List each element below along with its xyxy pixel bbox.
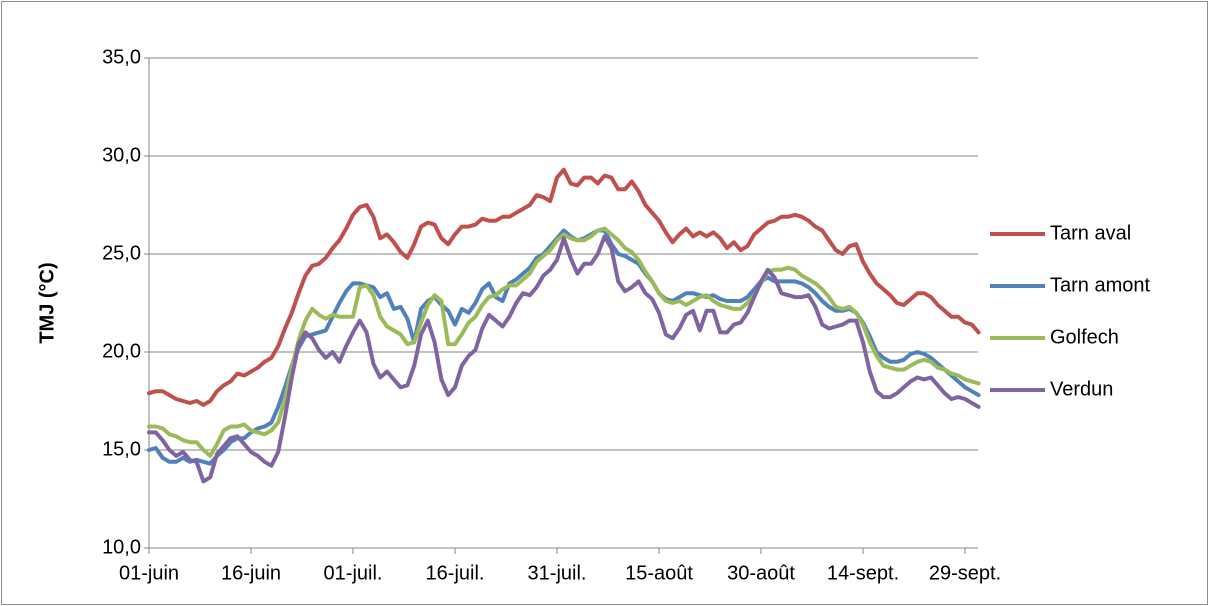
- legend-label: Golfech: [1050, 326, 1119, 348]
- y-tick-label: 10,0: [102, 536, 141, 558]
- x-tick-label: 01-juil.: [324, 562, 383, 584]
- y-tick-label: 35,0: [102, 46, 141, 68]
- legend-label: Tarn aval: [1050, 222, 1131, 244]
- x-tick-label: 30-août: [727, 562, 795, 584]
- legend-label: Tarn amont: [1050, 274, 1150, 296]
- y-tick-label: 25,0: [102, 242, 141, 264]
- series-line: [147, 234, 981, 484]
- y-tick-label: 15,0: [102, 438, 141, 460]
- x-tick-label: 16-juil.: [426, 562, 485, 584]
- x-tick-label: 29-sept.: [929, 562, 1001, 584]
- y-tick-label: 30,0: [102, 144, 141, 166]
- legend-label: Verdun: [1050, 378, 1113, 400]
- y-tick-label: 20,0: [102, 340, 141, 362]
- x-tick-label: 31-juil.: [528, 562, 587, 584]
- y-axis-title: TMJ (°C): [36, 262, 58, 343]
- x-tick-label: 01-juin: [119, 562, 179, 584]
- series-line: [147, 167, 981, 407]
- x-tick-label: 14-sept.: [827, 562, 899, 584]
- series-line: [147, 226, 981, 458]
- x-tick-label: 16-juin: [221, 562, 281, 584]
- x-tick-label: 15-août: [625, 562, 693, 584]
